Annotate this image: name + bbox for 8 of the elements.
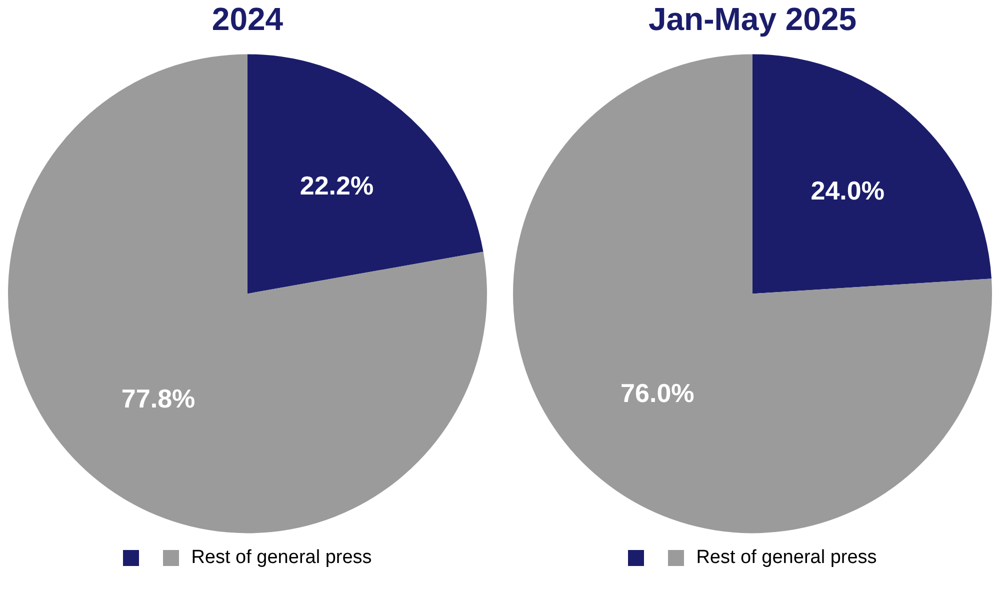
- data-label: 22.2%: [300, 170, 374, 200]
- data-label: 76.0%: [620, 378, 694, 408]
- data-label: 24.0%: [810, 176, 884, 206]
- legend-label: Rest of general press: [696, 547, 877, 569]
- legend-label: Rest of general press: [191, 547, 372, 569]
- chart-title: 2024: [212, 1, 284, 38]
- chart-title: Jan-May 2025: [648, 1, 857, 38]
- data-label: 77.8%: [121, 383, 196, 414]
